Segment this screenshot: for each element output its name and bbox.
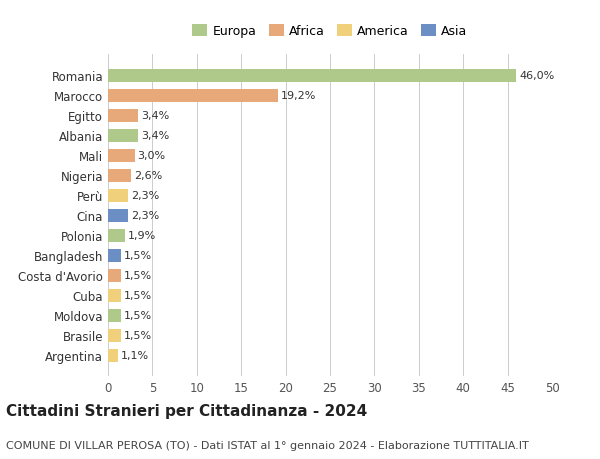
Text: Cittadini Stranieri per Cittadinanza - 2024: Cittadini Stranieri per Cittadinanza - 2… [6,403,367,418]
Text: 1,1%: 1,1% [121,350,149,360]
Bar [108,189,128,202]
Text: 1,9%: 1,9% [128,231,156,241]
Bar [108,110,138,123]
Text: 1,5%: 1,5% [124,270,152,280]
Bar [108,90,278,102]
Legend: Europa, Africa, America, Asia: Europa, Africa, America, Asia [187,20,473,43]
Text: 3,4%: 3,4% [141,111,169,121]
Text: 2,3%: 2,3% [131,191,160,201]
Bar [108,229,125,242]
Bar [108,249,121,262]
Text: COMUNE DI VILLAR PEROSA (TO) - Dati ISTAT al 1° gennaio 2024 - Elaborazione TUTT: COMUNE DI VILLAR PEROSA (TO) - Dati ISTA… [6,440,529,450]
Bar [108,349,118,362]
Bar [108,70,517,83]
Text: 3,0%: 3,0% [137,151,166,161]
Text: 1,5%: 1,5% [124,291,152,301]
Text: 19,2%: 19,2% [281,91,317,101]
Bar [108,289,121,302]
Text: 2,3%: 2,3% [131,211,160,221]
Text: 3,4%: 3,4% [141,131,169,141]
Bar [108,129,138,142]
Text: 1,5%: 1,5% [124,251,152,261]
Bar [108,150,134,162]
Bar [108,269,121,282]
Bar [108,309,121,322]
Bar [108,329,121,342]
Text: 1,5%: 1,5% [124,330,152,340]
Text: 46,0%: 46,0% [519,71,554,81]
Bar [108,209,128,222]
Text: 2,6%: 2,6% [134,171,162,181]
Text: 1,5%: 1,5% [124,310,152,320]
Bar [108,169,131,182]
